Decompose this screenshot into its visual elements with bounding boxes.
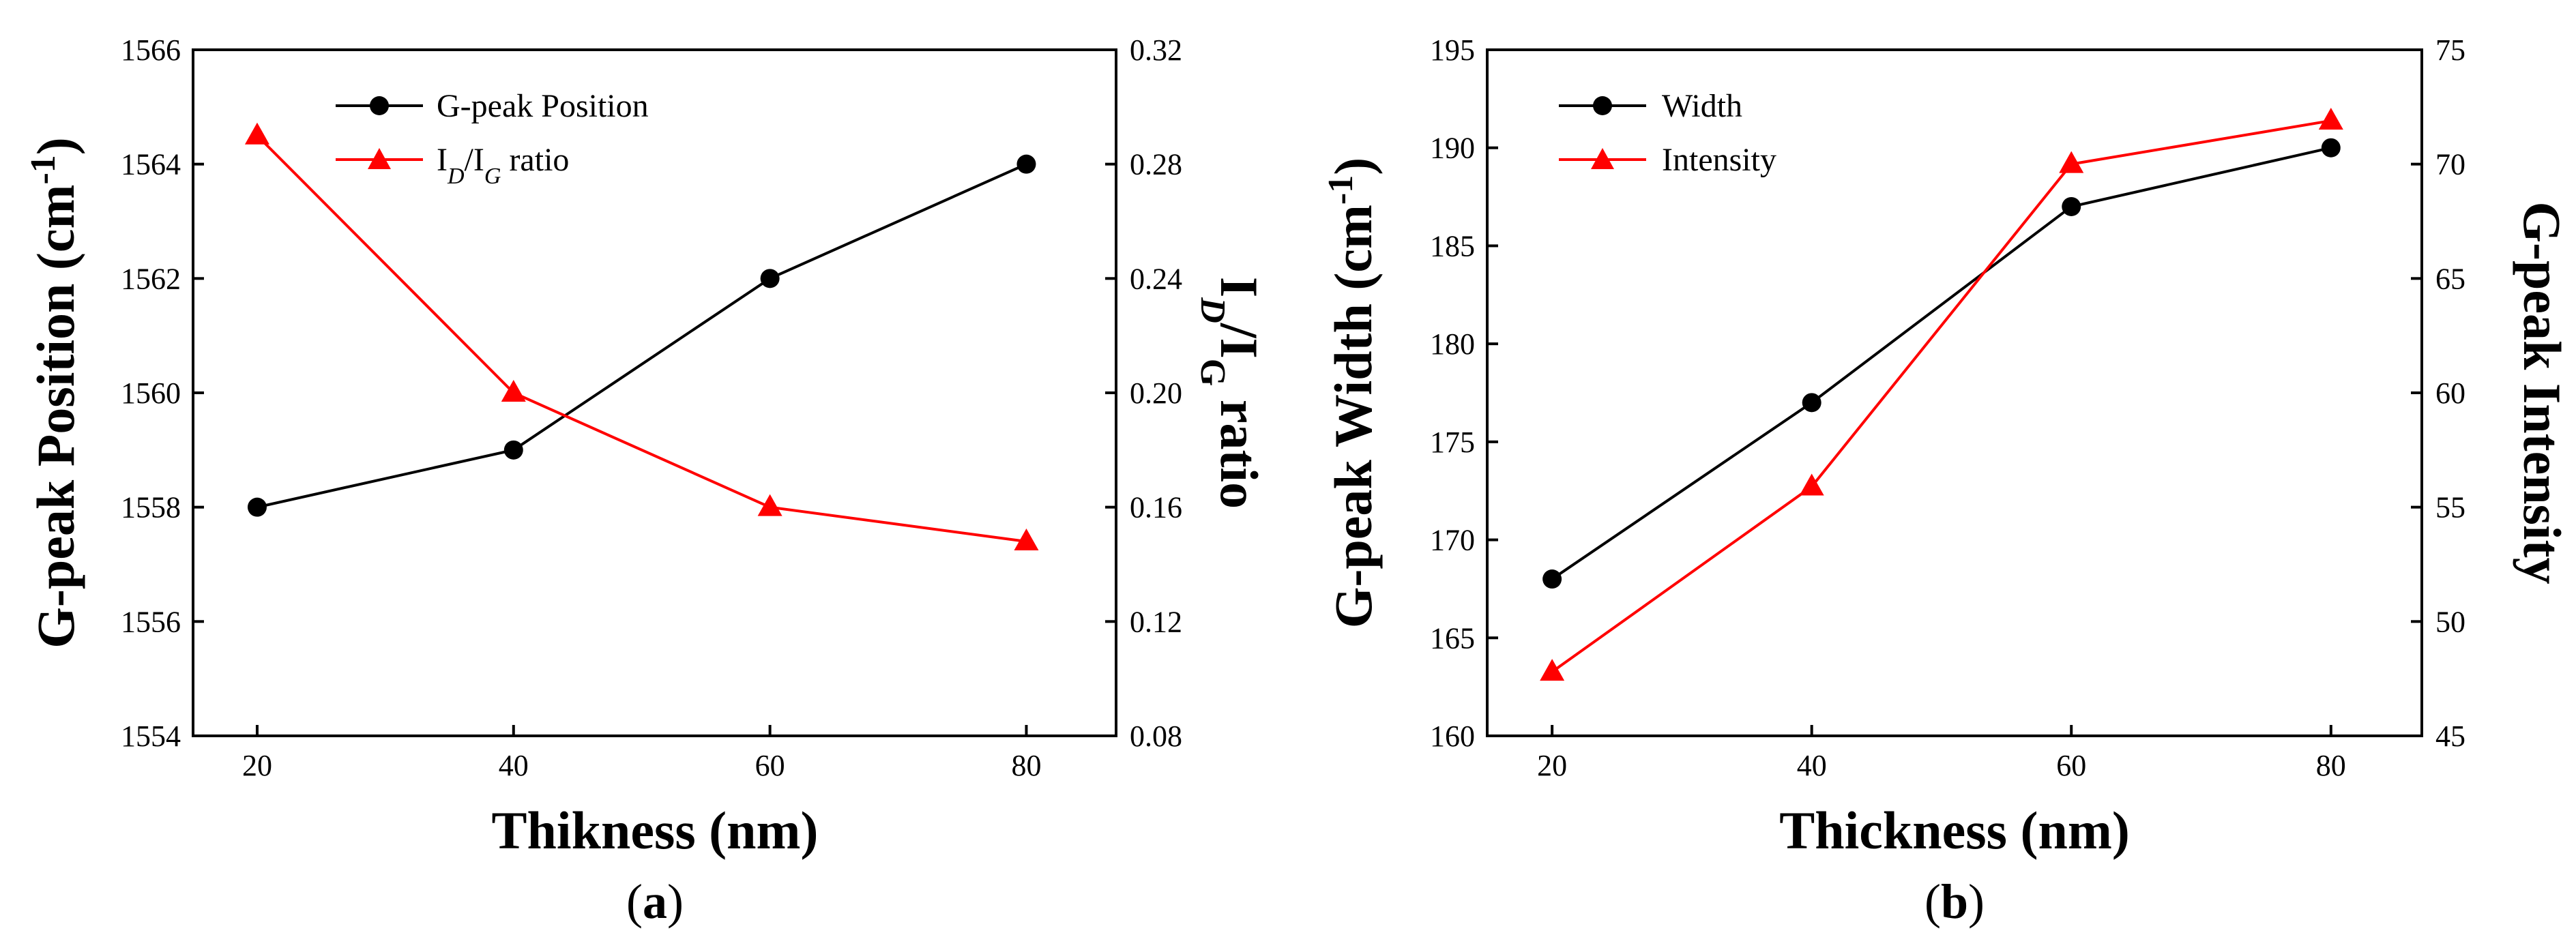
panel-a-plot-frame [192,48,1117,737]
data-point-b-1 [2318,107,2343,130]
y-tick-label: 1562 [121,262,181,295]
x-tick-label: 20 [242,749,272,782]
data-point-a-1 [244,122,269,145]
data-point-b-0 [2321,138,2341,158]
y2-tick-label: 75 [2435,33,2465,67]
data-point-b-0 [1542,569,1562,589]
y-tick-label: 160 [1430,719,1475,753]
data-point-a-0 [1016,154,1036,174]
x-tick-label: 80 [1011,749,1041,782]
y2-tick-label: 0.32 [1130,33,1182,67]
y-tick-label: 1556 [121,605,181,638]
y-tick-label: 1554 [121,719,181,753]
panel-a-markers [244,122,1039,550]
series-line-a-1 [256,134,1027,543]
panel-a-legend: G-peak Position ID/IG ratio [336,88,649,189]
x-tick-label: 20 [1537,749,1567,782]
panel-b-y2-axis-label: G-peak Intensity [2513,201,2572,584]
data-point-a-0 [760,269,780,288]
y-tick-label: 185 [1430,229,1475,263]
panel-b: 20 40 60 80 160 165 170 175 180 185 190 195 45 50 55 60… [1321,33,2573,929]
y2-tick-label: 70 [2435,148,2465,181]
panel-b-ticks: 20 40 60 80 160 165 170 175 180 185 190 195 45 50 55 60… [1430,33,2465,782]
y2-tick-label: 50 [2435,605,2465,638]
panel-b-markers [1540,107,2343,681]
legend-label-position: G-peak Position [437,88,649,124]
x-tick-label: 60 [2056,749,2086,782]
panel-a-lines [256,134,1027,543]
series-line-a-0 [257,162,1027,509]
x-tick-label: 40 [499,749,529,782]
panel-b-plot-frame [1486,48,2423,737]
y-tick-label: 1564 [121,148,181,181]
y2-tick-label: 45 [2435,719,2465,753]
panel-a: 20 40 60 80 1554 1556 1558 1560 1562 1564 1566 0.08… [24,33,1270,929]
panel-b-y-axis-label: G-peak Width (cm-1) [1321,158,1384,629]
y2-tick-label: 60 [2435,376,2465,410]
legend-marker-width [1593,96,1612,115]
data-point-b-1 [1799,473,1824,496]
x-tick-label: 40 [1797,749,1827,782]
panel-a-x-axis-label: Thikness (nm) [492,801,819,860]
panel-b-lines [1551,119,2332,673]
legend-marker-intensity [1591,148,1614,169]
panel-b-caption: (b) [1924,874,1985,929]
data-point-a-1 [1014,528,1039,550]
data-point-a-1 [501,380,526,402]
y-tick-label: 195 [1430,33,1475,67]
y2-tick-label: 0.12 [1130,605,1182,638]
data-point-a-0 [503,440,523,460]
panel-a-caption: (a) [626,874,684,929]
legend-label-width: Width [1662,88,1742,124]
y-tick-label: 170 [1430,524,1475,557]
y2-tick-label: 0.08 [1130,719,1182,753]
x-tick-label: 60 [755,749,785,782]
data-point-b-1 [1540,659,1565,681]
y-tick-label: 1558 [121,491,181,524]
y2-tick-label: 0.20 [1130,376,1182,410]
legend-label-intensity: Intensity [1662,142,1776,178]
data-point-a-1 [757,494,782,516]
y2-tick-label: 65 [2435,262,2465,295]
data-point-b-1 [2059,151,2084,173]
data-point-a-0 [247,497,267,517]
y-tick-label: 180 [1430,327,1475,361]
y2-tick-label: 0.24 [1130,262,1182,295]
panel-b-x-axis-label: Thickness (nm) [1779,801,2130,860]
panel-a-y-axis-label: G-peak Position (cm-1) [24,137,86,649]
y2-tick-label: 55 [2435,491,2465,524]
data-point-b-0 [1802,393,1821,413]
x-tick-label: 80 [2316,749,2346,782]
y-tick-label: 1560 [121,376,181,410]
legend-marker-position [370,96,389,115]
y2-tick-label: 0.28 [1130,148,1182,181]
y2-tick-label: 0.16 [1130,491,1182,524]
legend-marker-ratio [368,148,391,169]
y-tick-label: 165 [1430,621,1475,655]
data-point-b-0 [2062,196,2081,216]
panel-a-y2-axis-label: ID/IG ratio [1194,277,1270,509]
series-line-b-0 [1551,146,2332,580]
panel-a-ticks: 20 40 60 80 1554 1556 1558 1560 1562 1564 1566 0.08… [121,33,1182,782]
y-tick-label: 175 [1430,426,1475,459]
panel-b-legend: Width Intensity [1559,88,1776,178]
legend-label-ratio: ID/IG ratio [437,142,569,189]
y-tick-label: 190 [1430,132,1475,165]
series-line-b-1 [1551,119,2332,673]
y-tick-label: 1566 [121,33,181,67]
